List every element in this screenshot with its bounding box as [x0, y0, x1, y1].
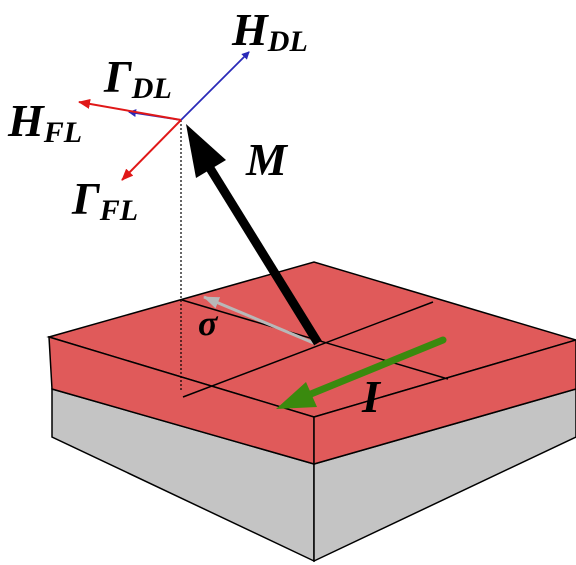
- h-dl-arrow: [180, 51, 250, 121]
- magnetization-arrow: [186, 124, 322, 346]
- top-layer-right-face: [313, 339, 576, 465]
- h-fl-label: HFL: [7, 95, 82, 149]
- gamma-dl-label: ΓDL: [103, 51, 172, 105]
- h-fl-arrow: [78, 98, 182, 121]
- current-label: I: [361, 371, 382, 422]
- sigma-label: σ: [198, 303, 219, 343]
- top-face-grid-line-2: [182, 301, 434, 398]
- gamma-fl-label: ΓFL: [71, 173, 138, 227]
- sigma-arrow: [203, 295, 317, 346]
- magnetization-label: M: [245, 134, 289, 185]
- h-dl-label: HDL: [231, 4, 308, 58]
- current-arrow: [276, 336, 447, 409]
- gamma-fl-arrow: [121, 119, 182, 181]
